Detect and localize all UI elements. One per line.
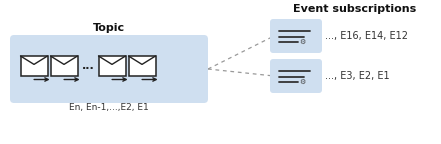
FancyBboxPatch shape	[270, 19, 322, 53]
Text: ..., E3, E2, E1: ..., E3, E2, E1	[325, 71, 390, 81]
FancyBboxPatch shape	[270, 59, 322, 93]
Bar	[128, 56, 156, 76]
Text: En, En-1,...,E2, E1: En, En-1,...,E2, E1	[69, 103, 149, 112]
Text: ⚙: ⚙	[300, 79, 306, 85]
Bar	[98, 56, 126, 76]
Text: ..., E16, E14, E12: ..., E16, E14, E12	[325, 31, 408, 41]
Bar	[20, 56, 48, 76]
Text: ⚙: ⚙	[300, 39, 306, 45]
Bar	[51, 56, 78, 76]
Text: ...: ...	[82, 61, 94, 71]
Text: Event subscriptions: Event subscriptions	[293, 4, 417, 14]
Text: Topic: Topic	[93, 23, 125, 33]
FancyBboxPatch shape	[10, 35, 208, 103]
